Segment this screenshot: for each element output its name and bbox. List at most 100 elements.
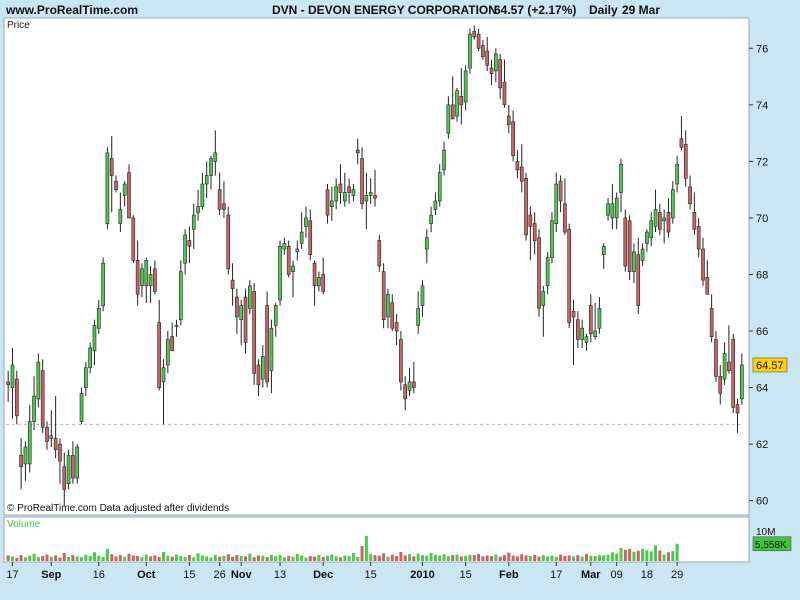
volume-panel-label: Volume bbox=[7, 519, 41, 530]
candle-body bbox=[248, 285, 252, 309]
volume-bar bbox=[675, 543, 679, 561]
candle-body bbox=[511, 121, 515, 157]
candle-body bbox=[19, 455, 23, 468]
volume-bar bbox=[330, 554, 334, 561]
volume-bar bbox=[179, 556, 183, 561]
volume-bar bbox=[364, 535, 368, 561]
x-tick-label: Feb bbox=[499, 569, 519, 581]
candle-body bbox=[714, 339, 718, 377]
volume-bar bbox=[649, 551, 653, 561]
candle-body bbox=[299, 231, 304, 244]
volume-bar bbox=[28, 555, 32, 561]
volume-bar bbox=[654, 545, 658, 561]
candle-body bbox=[580, 327, 584, 340]
volume-bar bbox=[170, 556, 174, 561]
x-tick-label: Oct bbox=[137, 569, 156, 581]
volume-bar bbox=[580, 556, 584, 561]
volume-bar bbox=[528, 556, 532, 561]
volume-bar bbox=[187, 555, 191, 561]
candle-body bbox=[183, 234, 187, 264]
chart-header: www.ProRealTime.com DVN - DEVON ENERGY C… bbox=[0, 0, 800, 18]
candle-body bbox=[675, 163, 679, 185]
date-axis: 17 Sep 16 Oct 15 26 Nov 13 Dec 15 2010 15 Feb 17 Mar 09… bbox=[6, 562, 683, 581]
candle-body bbox=[161, 367, 166, 383]
volume-bar bbox=[502, 555, 506, 561]
candle-body bbox=[127, 172, 131, 219]
candle-body bbox=[696, 226, 701, 250]
volume-bar bbox=[593, 556, 597, 561]
candle-body bbox=[105, 152, 110, 224]
candle-body bbox=[14, 378, 19, 417]
volume-bar bbox=[399, 552, 403, 561]
volume-bar bbox=[101, 556, 105, 561]
candle-body bbox=[537, 237, 541, 309]
price-panel-footer: © ProRealTime.com Data adjusted after di… bbox=[7, 503, 229, 514]
candle-body bbox=[118, 209, 123, 224]
volume-bar bbox=[6, 555, 10, 561]
price-axis: 60 62 64 66 68 70 72 74 76 bbox=[749, 43, 768, 508]
price-panel-label: Price bbox=[7, 20, 30, 31]
candle-body bbox=[27, 421, 32, 465]
volume-bar bbox=[144, 554, 148, 561]
candle-body bbox=[135, 260, 140, 295]
candles bbox=[6, 25, 744, 507]
volume-bar bbox=[300, 555, 304, 561]
candle-body bbox=[459, 96, 464, 106]
volume-bar bbox=[390, 554, 394, 561]
candle-body bbox=[368, 192, 373, 196]
volume-bar bbox=[628, 548, 632, 561]
volume-bar bbox=[174, 554, 178, 561]
candle-body bbox=[36, 361, 41, 400]
last-volume-tag bbox=[752, 536, 792, 552]
volume-bar bbox=[420, 555, 424, 561]
x-tick-label: 15 bbox=[460, 569, 472, 581]
candle-body bbox=[632, 251, 636, 272]
candle-body bbox=[243, 296, 248, 343]
candle-body bbox=[153, 268, 157, 292]
volume-bar bbox=[274, 556, 278, 561]
volume-bar bbox=[559, 554, 563, 561]
candle-body bbox=[593, 330, 597, 337]
candle-body bbox=[468, 33, 472, 69]
candle-body bbox=[200, 183, 205, 207]
candle-body bbox=[403, 384, 408, 400]
volume-bar bbox=[19, 555, 23, 561]
volume-bar bbox=[671, 551, 675, 561]
candle-body bbox=[71, 455, 75, 479]
candle-body bbox=[66, 455, 71, 485]
candle-body bbox=[342, 192, 347, 202]
candle-body bbox=[442, 149, 446, 171]
candle-body bbox=[558, 180, 563, 202]
candle-body bbox=[381, 271, 386, 321]
volume-bar bbox=[658, 550, 662, 561]
volume-bar bbox=[615, 553, 619, 561]
x-tick-label: 09 bbox=[611, 569, 623, 581]
candle-body bbox=[645, 231, 649, 244]
candle-body bbox=[416, 308, 420, 326]
volume-bar bbox=[80, 557, 84, 561]
candle-body bbox=[140, 268, 144, 287]
volume-bar bbox=[373, 555, 377, 561]
x-tick-label: 17 bbox=[6, 569, 18, 581]
site-name[interactable]: www.ProRealTime.com bbox=[6, 3, 139, 17]
candle-body bbox=[666, 211, 671, 233]
volume-bar bbox=[235, 555, 239, 561]
last-price: 64.57 bbox=[494, 3, 525, 17]
candle-body bbox=[506, 115, 511, 125]
volume-bar bbox=[295, 553, 299, 561]
candle-body bbox=[727, 361, 731, 371]
candle-body bbox=[494, 53, 498, 72]
candle-body bbox=[688, 186, 692, 205]
candle-body bbox=[222, 203, 226, 210]
volume-bar bbox=[662, 554, 666, 561]
candle-body bbox=[601, 245, 606, 255]
candle-body bbox=[295, 248, 300, 253]
volume-bar bbox=[183, 556, 187, 561]
volume-bar bbox=[92, 552, 96, 561]
volume-bar bbox=[490, 556, 494, 561]
candle-body bbox=[683, 144, 688, 179]
volume-bar bbox=[623, 549, 627, 561]
volume-bar bbox=[343, 555, 347, 561]
candle-body bbox=[740, 364, 744, 400]
